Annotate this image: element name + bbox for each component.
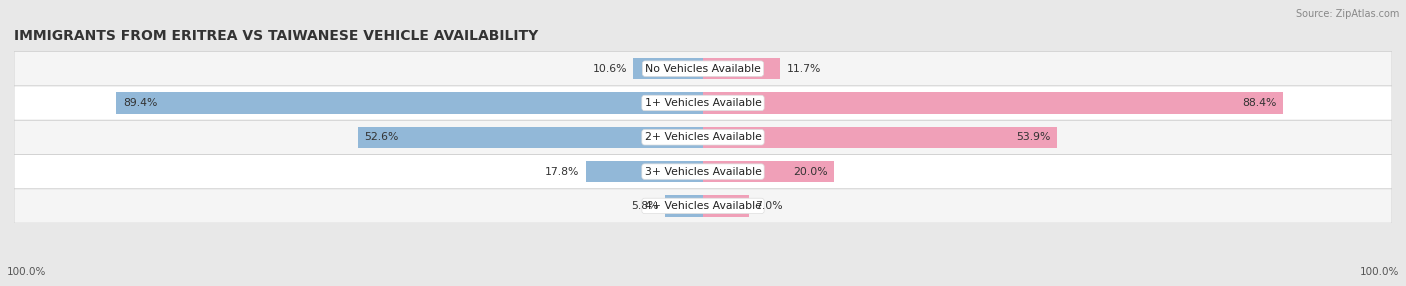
Bar — [703, 58, 780, 79]
Text: 20.0%: 20.0% — [793, 167, 828, 176]
FancyBboxPatch shape — [14, 154, 1392, 189]
Bar — [665, 195, 703, 217]
FancyBboxPatch shape — [14, 86, 1392, 120]
Bar — [586, 161, 703, 182]
Bar — [703, 161, 834, 182]
Bar — [634, 58, 703, 79]
Text: 100.0%: 100.0% — [7, 267, 46, 277]
Text: 52.6%: 52.6% — [364, 132, 399, 142]
Text: 2+ Vehicles Available: 2+ Vehicles Available — [644, 132, 762, 142]
Text: Source: ZipAtlas.com: Source: ZipAtlas.com — [1295, 9, 1399, 19]
Text: IMMIGRANTS FROM ERITREA VS TAIWANESE VEHICLE AVAILABILITY: IMMIGRANTS FROM ERITREA VS TAIWANESE VEH… — [14, 29, 538, 43]
Text: No Vehicles Available: No Vehicles Available — [645, 64, 761, 74]
Bar — [703, 195, 749, 217]
Bar — [359, 127, 703, 148]
Text: 10.6%: 10.6% — [592, 64, 627, 74]
Text: 53.9%: 53.9% — [1015, 132, 1050, 142]
Bar — [117, 92, 703, 114]
Text: 7.0%: 7.0% — [755, 201, 783, 211]
Bar — [703, 127, 1057, 148]
Text: 3+ Vehicles Available: 3+ Vehicles Available — [644, 167, 762, 176]
Bar — [703, 92, 1284, 114]
FancyBboxPatch shape — [14, 51, 1392, 86]
Text: 11.7%: 11.7% — [786, 64, 821, 74]
Text: 17.8%: 17.8% — [546, 167, 579, 176]
Text: 100.0%: 100.0% — [1360, 267, 1399, 277]
FancyBboxPatch shape — [14, 120, 1392, 154]
Text: 88.4%: 88.4% — [1241, 98, 1277, 108]
Text: 1+ Vehicles Available: 1+ Vehicles Available — [644, 98, 762, 108]
Text: 4+ Vehicles Available: 4+ Vehicles Available — [644, 201, 762, 211]
Text: 89.4%: 89.4% — [122, 98, 157, 108]
FancyBboxPatch shape — [14, 189, 1392, 223]
Text: 5.8%: 5.8% — [631, 201, 658, 211]
